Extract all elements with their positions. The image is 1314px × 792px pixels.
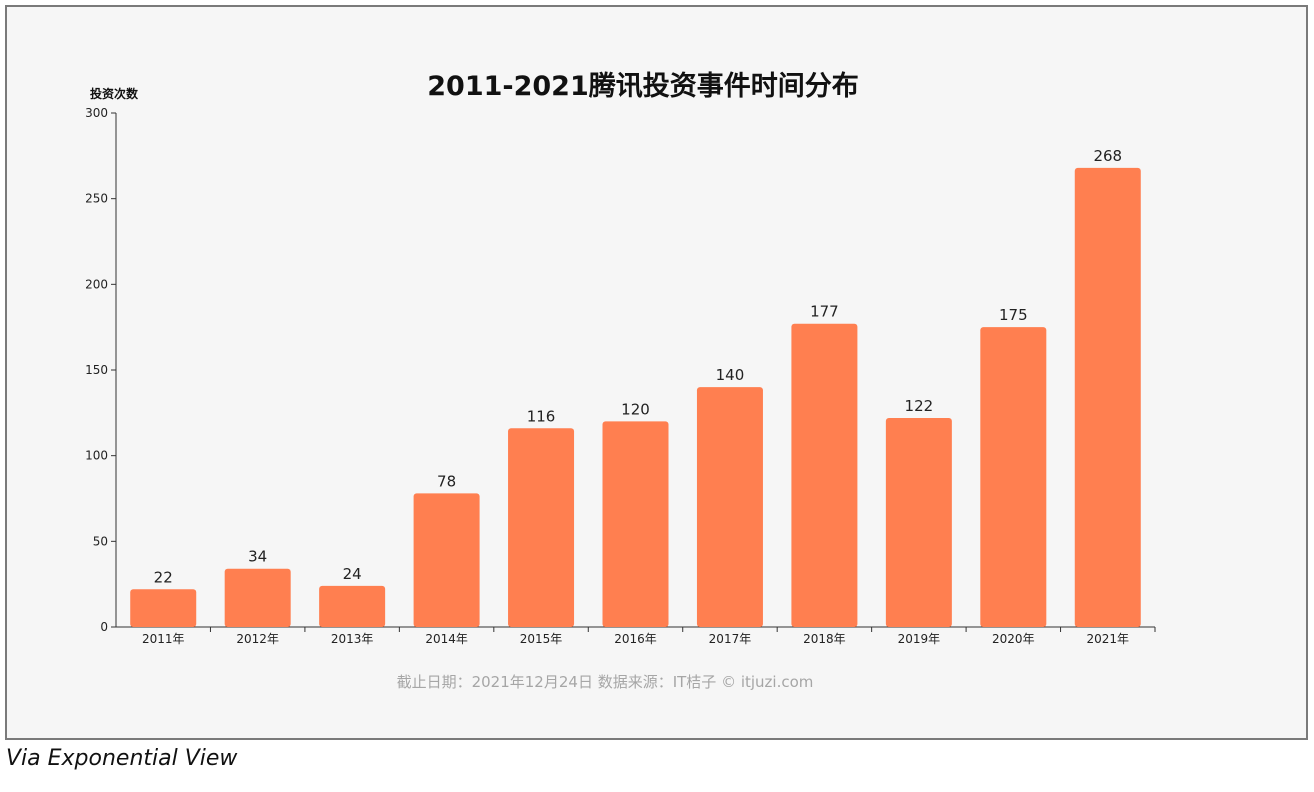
bar-2012年 <box>224 568 291 627</box>
bar-2021年 <box>1074 167 1141 627</box>
bar-2013年 <box>319 585 386 627</box>
data-label: 78 <box>437 472 456 490</box>
y-tick-label: 250 <box>85 192 108 206</box>
data-label: 140 <box>716 366 745 384</box>
chart-footnote: 截止日期：2021年12月24日 数据来源：IT桔子 © itjuzi.com <box>396 673 814 691</box>
data-label: 268 <box>1093 147 1122 165</box>
x-tick-label: 2018年 <box>803 632 846 646</box>
x-tick-label: 2015年 <box>520 632 563 646</box>
y-tick-label: 0 <box>100 620 108 634</box>
bar-2018年 <box>791 323 858 627</box>
x-tick-label: 2012年 <box>236 632 279 646</box>
bar-2014年 <box>413 493 480 627</box>
data-label: 34 <box>248 548 267 566</box>
x-tick-label: 2011年 <box>142 632 185 646</box>
x-tick-label: 2019年 <box>898 632 941 646</box>
y-tick-label: 200 <box>85 277 108 291</box>
data-label: 116 <box>527 407 556 425</box>
x-tick-label: 2014年 <box>425 632 468 646</box>
data-label: 120 <box>621 400 650 418</box>
chart-title: 2011-2021腾讯投资事件时间分布 <box>427 71 859 102</box>
bar-2020年 <box>980 327 1047 627</box>
data-label: 175 <box>999 306 1028 324</box>
bar-2011年 <box>130 589 197 627</box>
x-tick-label: 2017年 <box>709 632 752 646</box>
y-tick-label: 100 <box>85 449 108 463</box>
image-caption: Via Exponential View <box>6 746 238 771</box>
y-tick-label: 300 <box>85 106 108 120</box>
x-tick-label: 2016年 <box>614 632 657 646</box>
bar-2016年 <box>602 421 669 627</box>
data-label: 24 <box>343 565 362 583</box>
x-tick-label: 2013年 <box>331 632 374 646</box>
bar-2017年 <box>696 387 763 627</box>
y-tick-label: 150 <box>85 363 108 377</box>
x-tick-label: 2021年 <box>1086 632 1129 646</box>
bar-2019年 <box>885 417 952 627</box>
x-tick-label: 2020年 <box>992 632 1035 646</box>
data-label: 22 <box>154 568 173 586</box>
data-label: 177 <box>810 303 839 321</box>
y-tick-label: 50 <box>93 534 108 548</box>
data-label: 122 <box>905 397 934 415</box>
y-axis-title: 投资次数 <box>90 86 139 101</box>
bar-2015年 <box>508 428 575 627</box>
